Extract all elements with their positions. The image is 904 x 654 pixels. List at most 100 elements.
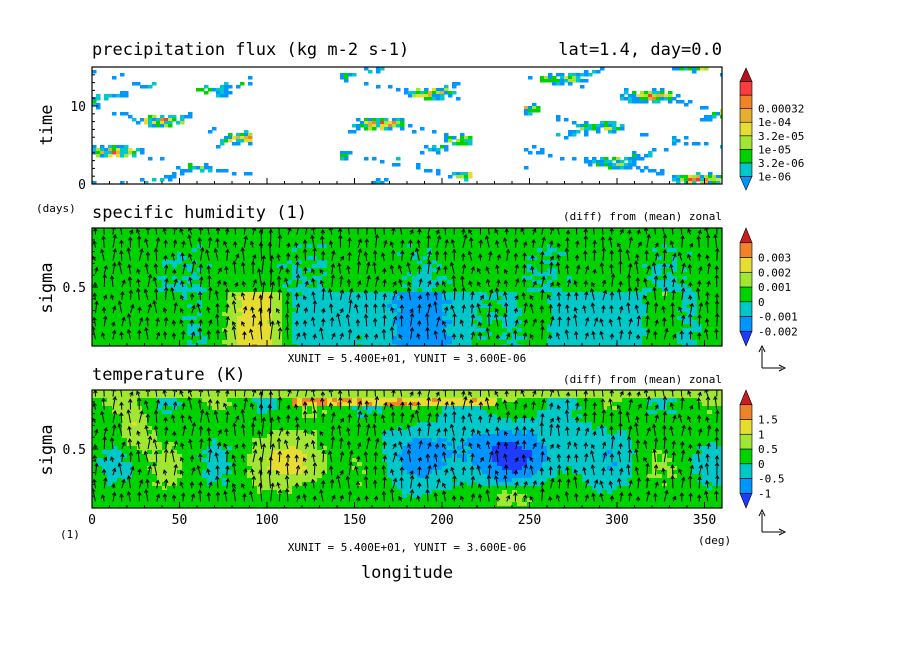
p2-field-cell bbox=[612, 292, 618, 297]
vector-arrow bbox=[127, 247, 131, 261]
p2-field-cell bbox=[487, 252, 493, 257]
p2-field-cell bbox=[502, 336, 508, 341]
p2-field-cell bbox=[657, 300, 663, 305]
p2-field-cell bbox=[97, 252, 103, 257]
p2-field-cell bbox=[547, 256, 553, 261]
p2-field-cell bbox=[202, 256, 208, 261]
precip-cell bbox=[92, 103, 97, 107]
p2-field-cell bbox=[517, 244, 523, 249]
p2-field-cell bbox=[147, 296, 153, 301]
p2-field-cell bbox=[642, 316, 648, 321]
p2-field-cell bbox=[142, 316, 148, 321]
precip-cell bbox=[132, 82, 137, 86]
p2-field-cell bbox=[392, 288, 398, 293]
p2-field-cell bbox=[267, 296, 273, 301]
p2-field-cell bbox=[682, 292, 688, 297]
vector-arrow bbox=[153, 277, 158, 288]
p2-field-cell bbox=[432, 244, 438, 249]
p2-field-cell bbox=[497, 276, 503, 281]
p2-field-cell bbox=[512, 292, 518, 297]
p2-field-cell bbox=[662, 332, 668, 337]
p2-field-cell bbox=[612, 228, 618, 233]
p2-field-cell bbox=[422, 332, 428, 337]
p2-field-cell bbox=[387, 232, 393, 237]
p2-field-cell bbox=[167, 324, 173, 329]
vector-arrow bbox=[243, 236, 247, 248]
p2-field-cell bbox=[562, 260, 568, 265]
p2-field-cell bbox=[587, 316, 593, 321]
p2-field-cell bbox=[522, 340, 528, 345]
p2-field-cell bbox=[112, 320, 118, 325]
p2-field-cell bbox=[717, 332, 722, 337]
p2-field-cell bbox=[182, 324, 188, 329]
p2-field-cell bbox=[222, 292, 228, 297]
p2-field-cell bbox=[282, 264, 288, 269]
p2-field-cell bbox=[617, 304, 623, 309]
p2-field-cell bbox=[157, 256, 163, 261]
p2-field-cell bbox=[162, 280, 168, 285]
p2-field-cell bbox=[377, 292, 383, 297]
p2-field-cell bbox=[317, 288, 323, 293]
p2-field-cell bbox=[667, 244, 673, 249]
precip-cell bbox=[404, 88, 409, 92]
p2-field-cell bbox=[267, 288, 273, 293]
p2-field-cell bbox=[527, 232, 533, 237]
p2-field-cell bbox=[227, 292, 233, 297]
p2-field-cell bbox=[492, 296, 498, 301]
p2-field-cell bbox=[567, 232, 573, 237]
p2-field-cell bbox=[442, 300, 448, 305]
p2-field-cell bbox=[537, 260, 543, 265]
precip-cell bbox=[668, 100, 673, 104]
precip-cell bbox=[688, 181, 693, 184]
vector-arrow bbox=[112, 228, 115, 235]
p2-field-cell bbox=[637, 280, 643, 285]
precip-cell bbox=[112, 148, 117, 152]
p2-field-cell bbox=[142, 252, 148, 257]
p2-field-cell bbox=[572, 296, 578, 301]
p2-field-cell bbox=[472, 292, 478, 297]
p2-field-cell bbox=[157, 316, 163, 321]
p2-field-cell bbox=[317, 308, 323, 313]
p2-field-cell bbox=[357, 304, 363, 309]
p2-field-cell bbox=[202, 280, 208, 285]
p2-field-cell bbox=[452, 284, 458, 289]
p2-field-cell bbox=[287, 300, 293, 305]
p2-field-cell bbox=[667, 320, 673, 325]
precip-cell bbox=[576, 130, 581, 134]
p2-field-cell bbox=[482, 284, 488, 289]
precip-cell bbox=[692, 175, 697, 179]
p2-field-cell bbox=[497, 320, 503, 325]
p2-field-cell bbox=[587, 340, 593, 345]
vector-arrow bbox=[215, 290, 219, 301]
p2-field-cell bbox=[657, 244, 663, 249]
p2-field-cell bbox=[257, 340, 263, 345]
precip-cell bbox=[604, 163, 609, 167]
p2-field-cell bbox=[147, 308, 153, 313]
vector-arrowhead bbox=[136, 228, 141, 233]
vector-arrowhead bbox=[153, 263, 159, 268]
p2-field-cell bbox=[672, 260, 678, 265]
p2-field-cell bbox=[232, 324, 238, 329]
p2-field-cell bbox=[277, 232, 283, 237]
p2-field-cell bbox=[712, 244, 718, 249]
p2-field-cell bbox=[562, 328, 568, 333]
p2-field-cell bbox=[367, 344, 373, 346]
p2-field-cell bbox=[227, 284, 233, 289]
p2-field-cell bbox=[302, 340, 308, 345]
p2-field-cell bbox=[157, 264, 163, 269]
p2-field-cell bbox=[207, 304, 213, 309]
p2-field-cell bbox=[227, 272, 233, 277]
precip-cell bbox=[120, 94, 125, 98]
p2-field-cell bbox=[687, 336, 693, 341]
p2-field-cell bbox=[417, 332, 423, 337]
p2-field-cell bbox=[152, 296, 158, 301]
p2-field-cell bbox=[252, 300, 258, 305]
p2-field-cell bbox=[602, 272, 608, 277]
p2-field-cell bbox=[572, 248, 578, 253]
p2-field-cell bbox=[332, 336, 338, 341]
vector-arrowhead bbox=[100, 332, 106, 337]
p2-field-cell bbox=[567, 344, 573, 346]
p2-field-cell bbox=[242, 292, 248, 297]
p2-field-cell bbox=[517, 332, 523, 337]
precip-cell bbox=[124, 151, 129, 155]
